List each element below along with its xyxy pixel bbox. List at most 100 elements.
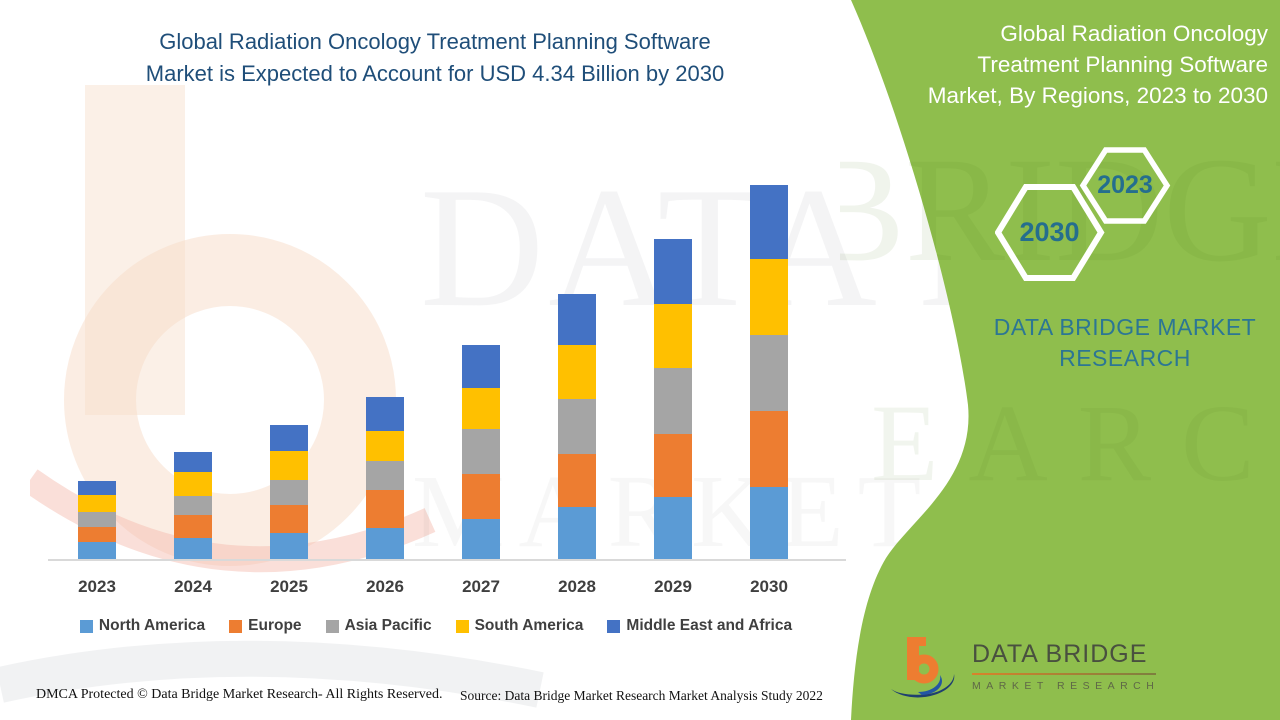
bar-segment (174, 515, 212, 538)
bar-segment (174, 452, 212, 472)
x-axis-label: 2024 (174, 577, 212, 596)
legend-swatch (455, 619, 469, 633)
bar-segment (750, 185, 788, 259)
x-axis-label: 2030 (750, 577, 788, 596)
bar-segment (558, 294, 596, 345)
bar-segment (174, 472, 212, 496)
bar-segment (654, 304, 692, 368)
bar-segment (750, 411, 788, 487)
side-panel-title-line2: Treatment Planning Software (977, 52, 1268, 77)
bar-segment (558, 507, 596, 559)
logo-text: DATA BRIDGE MARKET RESEARCH (972, 640, 1159, 692)
bar-segment (270, 425, 308, 451)
bar-segment (78, 495, 116, 512)
bar-segment (462, 474, 500, 519)
chart-title-line2: Market is Expected to Account for USD 4.… (145, 61, 725, 86)
legend-item: South America (455, 617, 584, 635)
x-axis-label: 2026 (366, 577, 404, 596)
dmca-notice: DMCA Protected © Data Bridge Market Rese… (36, 687, 443, 702)
bar-segment (78, 527, 116, 542)
legend-swatch (607, 619, 621, 633)
bar-segment (462, 519, 500, 559)
bar-segment (654, 497, 692, 559)
bar-segment (366, 431, 404, 461)
brand-name-line2: RESEARCH (1059, 345, 1191, 371)
panel-watermark-line2: SEARCH (840, 382, 1280, 504)
legend-item: North America (79, 617, 206, 635)
hexagon-icons (995, 147, 1171, 281)
bar-2023 (78, 481, 116, 559)
logo-rule (972, 673, 1156, 675)
bar-2026 (366, 397, 404, 559)
brand-name: DATA BRIDGE MARKET RESEARCH (960, 312, 1280, 374)
gray-swoosh-watermark (0, 640, 544, 708)
bar-segment (366, 397, 404, 431)
bar-segment (270, 533, 308, 559)
side-panel-background: BRIDGE SEARCH (840, 0, 1280, 720)
bar-segment (270, 480, 308, 505)
legend-label: Europe (248, 617, 302, 634)
bar-segment (270, 505, 308, 533)
hexagon-year-2030: 2030 (1019, 217, 1080, 247)
bar-segment (78, 542, 116, 559)
x-axis-label: 2023 (78, 577, 116, 596)
bar-segment (750, 259, 788, 335)
hexagon-year-2023: 2023 (1097, 171, 1153, 199)
x-axis-label: 2028 (558, 577, 596, 596)
x-axis-label: 2025 (270, 577, 308, 596)
legend: North America Europe Asia Pacific South Ame… (0, 617, 872, 635)
bar-2028 (558, 294, 596, 559)
logo-name: DATA BRIDGE (972, 640, 1148, 668)
bar-segment (558, 454, 596, 507)
bar-2025 (270, 425, 308, 559)
side-panel-title-line3: Market, By Regions, 2023 to 2030 (927, 83, 1268, 108)
side-panel-title: Global Radiation Oncology Treatment Plan… (860, 18, 1268, 111)
bar-segment (462, 429, 500, 474)
bar-2030 (750, 185, 788, 559)
legend-item: Middle East and Africa (607, 617, 792, 635)
bar-segment (366, 490, 404, 528)
brand-name-line1: DATA BRIDGE MARKET (993, 314, 1257, 340)
side-panel-title-line1: Global Radiation Oncology (1000, 21, 1268, 46)
legend-swatch (325, 619, 339, 633)
bar-segment (750, 335, 788, 411)
legend-label: South America (474, 617, 584, 634)
legend-label: Asia Pacific (344, 617, 432, 634)
legend-item: Europe (229, 617, 302, 635)
bar-segment (174, 538, 212, 559)
legend-label: Middle East and Africa (626, 617, 793, 634)
chart-title-line1: Global Radiation Oncology Treatment Plan… (159, 29, 711, 54)
bar-segment (654, 239, 692, 304)
hexagon-2030-icon (995, 184, 1105, 281)
bar-2029 (654, 239, 692, 559)
company-logo: DATA BRIDGE MARKET RESEARCH (888, 630, 1188, 712)
bar-segment (78, 481, 116, 495)
source-note: Source: Data Bridge Market Research Mark… (460, 688, 823, 703)
bar-segment (750, 487, 788, 559)
panel-watermark-line1: BRIDGE (840, 127, 1280, 293)
bar-segment (78, 512, 116, 527)
bar-segment (654, 434, 692, 497)
x-axis-label: 2029 (654, 577, 692, 596)
bar-segment (558, 399, 596, 454)
bar-segment (462, 345, 500, 388)
x-axis-label: 2027 (462, 577, 500, 596)
legend-swatch (79, 619, 93, 633)
bar-segment (462, 388, 500, 429)
bar-2024 (174, 452, 212, 559)
bar-segment (558, 345, 596, 399)
bar-segment (366, 528, 404, 559)
legend-item: Asia Pacific (325, 617, 432, 635)
legend-swatch (229, 619, 243, 633)
bar-2027 (462, 345, 500, 559)
bar-segment (654, 368, 692, 434)
hexagon-2023-icon (1079, 147, 1171, 224)
data-bridge-logo-icon (891, 637, 955, 698)
bar-segment (174, 496, 212, 515)
x-axis-line (48, 559, 846, 561)
chart-title: Global Radiation Oncology Treatment Plan… (55, 26, 815, 90)
logo-tagline: MARKET RESEARCH (972, 680, 1160, 692)
legend-label: North America (98, 617, 206, 634)
